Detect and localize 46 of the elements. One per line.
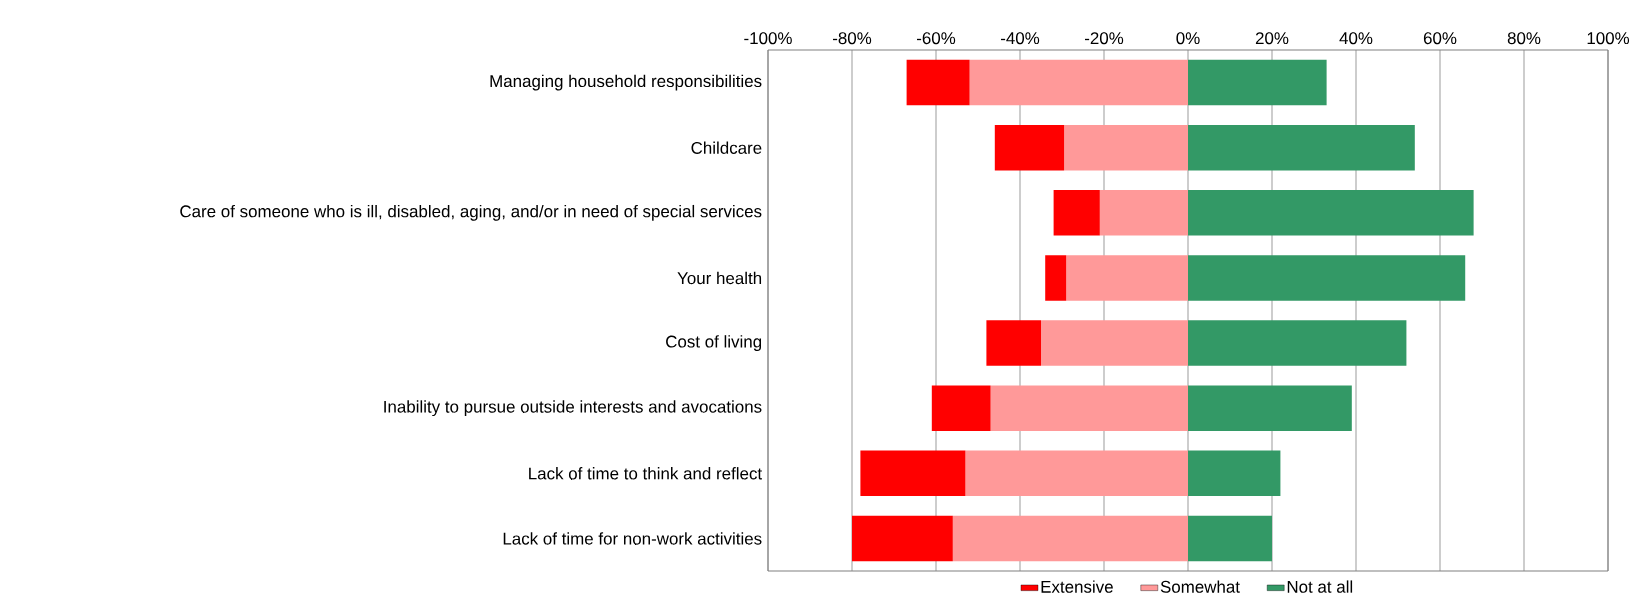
x-tick-label: -40% bbox=[1000, 32, 1040, 45]
legend-label: Somewhat bbox=[1160, 580, 1240, 593]
bar bbox=[952, 515, 1189, 562]
bar bbox=[1053, 190, 1100, 236]
x-tick-label: 60% bbox=[1423, 32, 1457, 45]
bar bbox=[1066, 255, 1189, 301]
y-tick-label: Childcare bbox=[691, 141, 762, 154]
bar bbox=[1188, 450, 1281, 497]
bar bbox=[965, 450, 1189, 497]
y-tick-label: Cost of living bbox=[666, 335, 762, 351]
bar bbox=[852, 515, 953, 562]
y-tick-label: Lack of time for non-work activities bbox=[503, 532, 762, 545]
x-tick-label: -60% bbox=[916, 32, 956, 45]
bar bbox=[990, 385, 1189, 431]
bar bbox=[1188, 190, 1474, 236]
bar bbox=[994, 124, 1065, 171]
y-tick-label: Managing household responsibilities bbox=[490, 74, 762, 91]
legend-label: Not at all bbox=[1287, 580, 1353, 593]
bar bbox=[1099, 190, 1189, 236]
x-tick-label: -20% bbox=[1084, 32, 1124, 45]
bar bbox=[1188, 385, 1352, 431]
x-tick-label: 80% bbox=[1507, 32, 1541, 45]
legend-label: Extensive bbox=[1041, 580, 1113, 593]
bar bbox=[969, 59, 1189, 106]
x-tick-label: -80% bbox=[832, 32, 872, 45]
bar bbox=[931, 385, 991, 431]
x-tick-label: 100% bbox=[1587, 32, 1630, 45]
bar bbox=[1064, 124, 1189, 171]
bar bbox=[1188, 515, 1273, 562]
bar bbox=[1188, 59, 1327, 106]
x-tick-label: 0% bbox=[1176, 32, 1200, 45]
bar bbox=[860, 450, 966, 497]
bar bbox=[1045, 255, 1067, 301]
x-tick-label: -100% bbox=[744, 32, 792, 45]
x-tick-label: 40% bbox=[1339, 32, 1373, 45]
x-tick-label: 20% bbox=[1255, 32, 1289, 45]
bar bbox=[1188, 124, 1415, 171]
bar bbox=[1188, 255, 1466, 301]
y-tick-label: Care of someone who is ill, disabled, aging, and/or in need of special services bbox=[180, 204, 762, 221]
y-tick-label: Inability to pursue outside interests and avocations bbox=[384, 400, 762, 417]
bar bbox=[1188, 320, 1407, 366]
bar bbox=[906, 59, 970, 106]
bar bbox=[1041, 320, 1189, 366]
y-tick-label: Your health bbox=[677, 271, 762, 285]
y-tick-label: Lack of time to think and reflect bbox=[529, 467, 762, 480]
bar bbox=[986, 320, 1041, 366]
